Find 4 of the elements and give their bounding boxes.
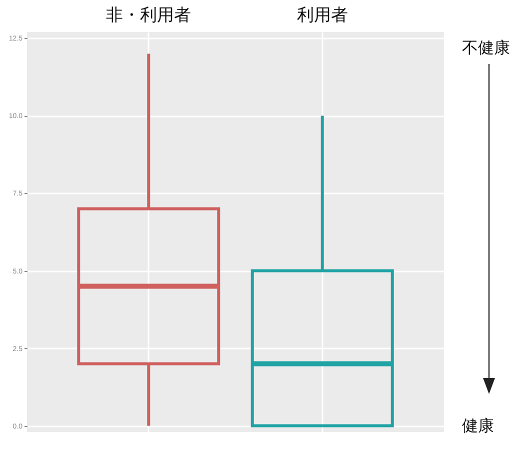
x-tick-label: 非・利用者	[106, 6, 192, 26]
x-tick-label: 利用者	[296, 6, 348, 26]
text: 健康	[462, 416, 494, 437]
text: 不健康	[462, 38, 510, 59]
